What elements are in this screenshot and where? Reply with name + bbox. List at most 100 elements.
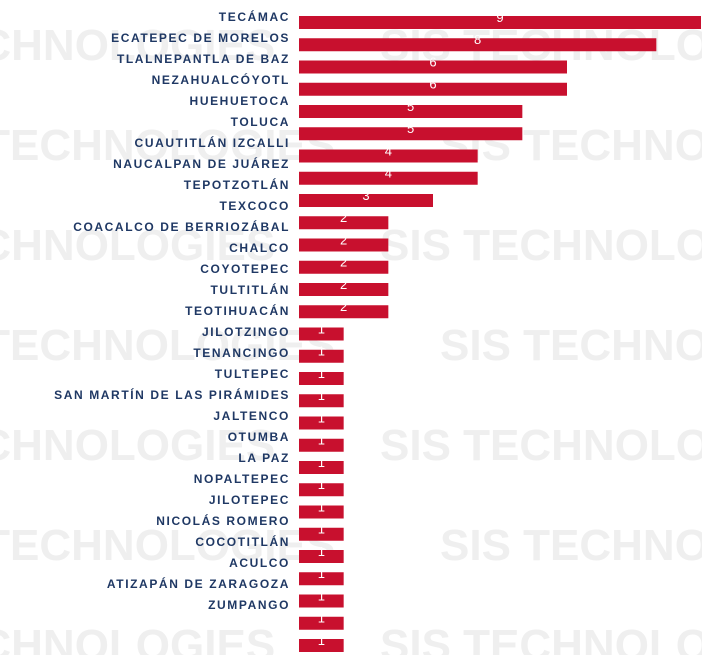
bar (299, 127, 523, 141)
category-label: TULTITLÁN (211, 282, 291, 297)
category-label: NICOLÁS ROMERO (156, 513, 290, 528)
data-label: 1 (318, 344, 325, 359)
bar (299, 527, 344, 541)
watermark: SIS TECHNOLOGIES (380, 421, 702, 470)
data-label: 1 (318, 499, 325, 514)
bar (299, 550, 344, 563)
data-label: 1 (318, 321, 325, 336)
data-label: 1 (318, 388, 325, 403)
category-label: NAUCALPAN DE JUÁREZ (113, 156, 290, 171)
data-label: 1 (318, 455, 325, 470)
bar (299, 327, 344, 341)
category-label: TULTEPEC (215, 367, 290, 381)
bar (299, 194, 433, 207)
category-label: ACULCO (229, 556, 290, 570)
data-label: 1 (318, 477, 325, 492)
bar (299, 283, 389, 296)
category-label: TEOTIHUACÁN (185, 303, 290, 318)
data-label: 1 (318, 433, 325, 448)
category-label: HUEHUETOCA (190, 94, 290, 108)
category-label: NEZAHUALCÓYOTL (152, 72, 290, 87)
watermark: SIS TECHNOLOGIES (0, 221, 275, 270)
watermark: SIS TECHNOLOGIES (440, 521, 702, 570)
data-label: 1 (318, 410, 325, 425)
data-label: 6 (429, 54, 436, 69)
watermark: SIS TECHNOLOGIES (380, 221, 702, 270)
category-label: JILOTZINGO (202, 325, 290, 339)
bar (299, 171, 478, 185)
data-label: 2 (340, 210, 347, 225)
bar (299, 416, 344, 430)
bar (299, 438, 344, 452)
data-label: 5 (407, 99, 414, 114)
data-label: 1 (318, 366, 325, 381)
category-label: CUAUTITLÁN IZCALLI (135, 135, 290, 150)
category-label: JILOTEPEC (209, 493, 290, 507)
bar (299, 461, 344, 474)
bar (299, 483, 344, 497)
category-label: JALTENCO (213, 409, 290, 423)
bar (299, 260, 389, 274)
data-label: 8 (474, 32, 481, 47)
category-label: COACALCO DE BERRIOZÁBAL (73, 219, 290, 234)
category-label: ATIZAPÁN DE ZARAGOZA (107, 576, 290, 591)
watermark: SIS TECHNOLOGIES (0, 421, 275, 470)
category-label: ECATEPEC DE MORELOS (111, 31, 290, 45)
category-label: TENANCINGO (193, 346, 290, 360)
category-label: CHALCO (229, 241, 290, 255)
data-label: 4 (385, 166, 392, 181)
data-label: 3 (362, 188, 369, 203)
data-label: 2 (340, 232, 347, 247)
watermark: SIS TECHNOLOGIES (0, 521, 335, 570)
category-label: TECÁMAC (219, 9, 290, 24)
data-label: 6 (429, 77, 436, 92)
category-label: COYOTEPEC (200, 262, 290, 276)
data-label: 1 (318, 611, 325, 626)
category-label: ZUMPANGO (208, 598, 290, 612)
bar (299, 82, 567, 96)
bar (299, 105, 523, 118)
watermark: SIS TECHNOLOGIES (0, 321, 335, 370)
bar (299, 394, 344, 408)
watermark: SIS TECHNOLOGIES (380, 621, 702, 655)
bar (299, 305, 389, 319)
category-label: TEPOTZOTLÁN (184, 177, 290, 192)
data-label: 9 (496, 10, 503, 25)
category-label: TEXCOCO (219, 199, 290, 213)
bar (299, 60, 567, 74)
watermark: SIS TECHNOLOGIES (440, 321, 702, 370)
bar (299, 372, 344, 385)
bar (299, 572, 344, 586)
data-label: 1 (318, 544, 325, 559)
bar (299, 216, 389, 230)
data-label: 2 (340, 299, 347, 314)
bar (299, 505, 344, 519)
category-label: COCOTITLÁN (195, 534, 290, 549)
category-label: LA PAZ (238, 451, 290, 465)
watermark: SIS TECHNOLOGIES (0, 21, 275, 70)
category-label: TOLUCA (231, 115, 290, 129)
data-label: 1 (318, 588, 325, 603)
bar (299, 149, 478, 163)
category-label: TLALNEPANTLA DE BAZ (117, 52, 290, 66)
watermark: SIS TECHNOLOGIES (0, 621, 275, 655)
data-label: 1 (318, 522, 325, 537)
data-label: 4 (385, 143, 392, 158)
watermark: SIS TECHNOLOGIES (0, 121, 335, 170)
category-label: NOPALTEPEC (194, 472, 290, 486)
category-label: SAN MARTÍN DE LAS PIRÁMIDES (54, 387, 290, 402)
bar (299, 349, 344, 363)
bar (299, 16, 701, 29)
data-label: 2 (340, 277, 347, 292)
watermark-layer: SIS TECHNOLOGIES SIS TECHNOLOGIES SIS TECH… (0, 21, 702, 655)
bar (299, 38, 657, 52)
data-label: 2 (340, 255, 347, 270)
bar (299, 238, 389, 252)
category-label: OTUMBA (228, 430, 290, 444)
data-label: 1 (318, 633, 325, 648)
data-label: 1 (318, 566, 325, 581)
bar (299, 594, 344, 608)
data-label: 5 (407, 121, 414, 136)
bar (299, 639, 344, 652)
